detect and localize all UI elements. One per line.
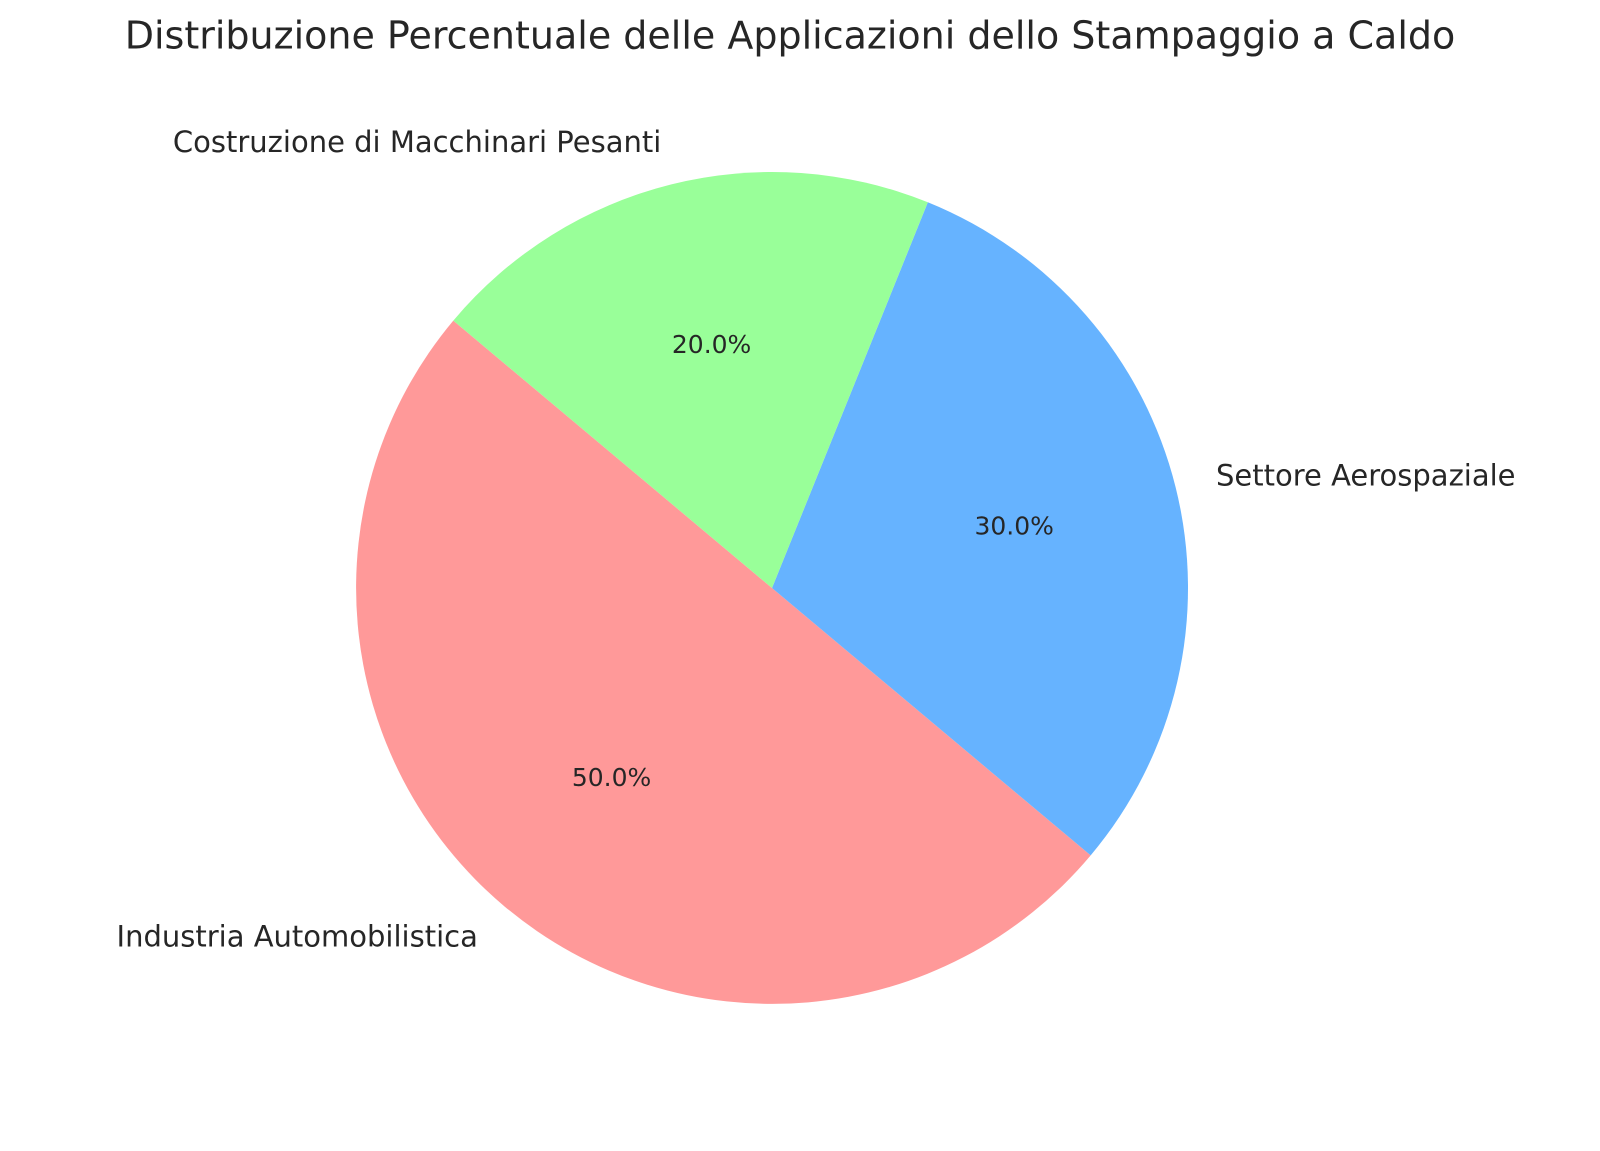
slice-label: Settore Aerospaziale — [1216, 458, 1516, 492]
value-label: 20.0% — [672, 330, 751, 359]
value-label: 30.0% — [974, 512, 1053, 541]
pie-slice — [453, 171, 928, 589]
slice-label: Industria Automobilistica — [117, 920, 478, 954]
pie-slice — [356, 320, 1091, 1004]
value-label: 50.0% — [572, 763, 651, 792]
pie-slice — [772, 202, 1188, 856]
slice-label: Costruzione di Macchinari Pesanti — [173, 125, 661, 159]
chart-title: Distribuzione Percentuale delle Applicaz… — [125, 14, 1456, 58]
